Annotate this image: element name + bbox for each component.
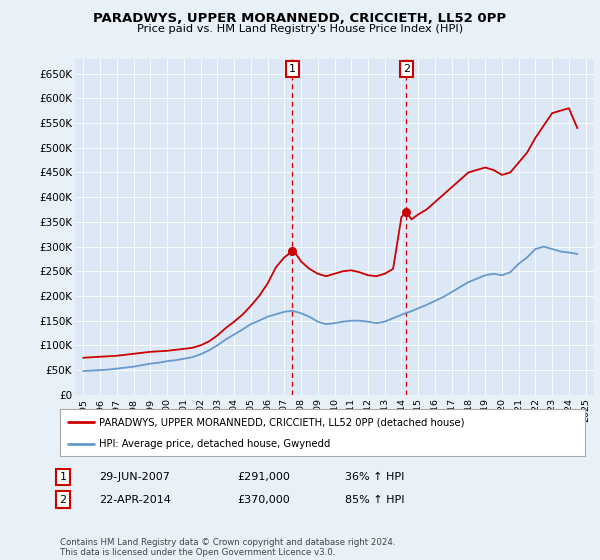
- Text: 2: 2: [59, 494, 67, 505]
- Text: 85% ↑ HPI: 85% ↑ HPI: [345, 494, 404, 505]
- Text: 22-APR-2014: 22-APR-2014: [99, 494, 171, 505]
- Text: 2: 2: [403, 64, 410, 74]
- Text: 36% ↑ HPI: 36% ↑ HPI: [345, 472, 404, 482]
- Text: PARADWYS, UPPER MORANNEDD, CRICCIETH, LL52 0PP: PARADWYS, UPPER MORANNEDD, CRICCIETH, LL…: [94, 12, 506, 25]
- Text: HPI: Average price, detached house, Gwynedd: HPI: Average price, detached house, Gwyn…: [100, 439, 331, 449]
- Text: £370,000: £370,000: [237, 494, 290, 505]
- Text: Contains HM Land Registry data © Crown copyright and database right 2024.
This d: Contains HM Land Registry data © Crown c…: [60, 538, 395, 557]
- Text: Price paid vs. HM Land Registry's House Price Index (HPI): Price paid vs. HM Land Registry's House …: [137, 24, 463, 34]
- Text: 1: 1: [289, 64, 296, 74]
- Text: £291,000: £291,000: [237, 472, 290, 482]
- Text: PARADWYS, UPPER MORANNEDD, CRICCIETH, LL52 0PP (detached house): PARADWYS, UPPER MORANNEDD, CRICCIETH, LL…: [100, 417, 465, 427]
- Text: 29-JUN-2007: 29-JUN-2007: [99, 472, 170, 482]
- Text: 1: 1: [59, 472, 67, 482]
